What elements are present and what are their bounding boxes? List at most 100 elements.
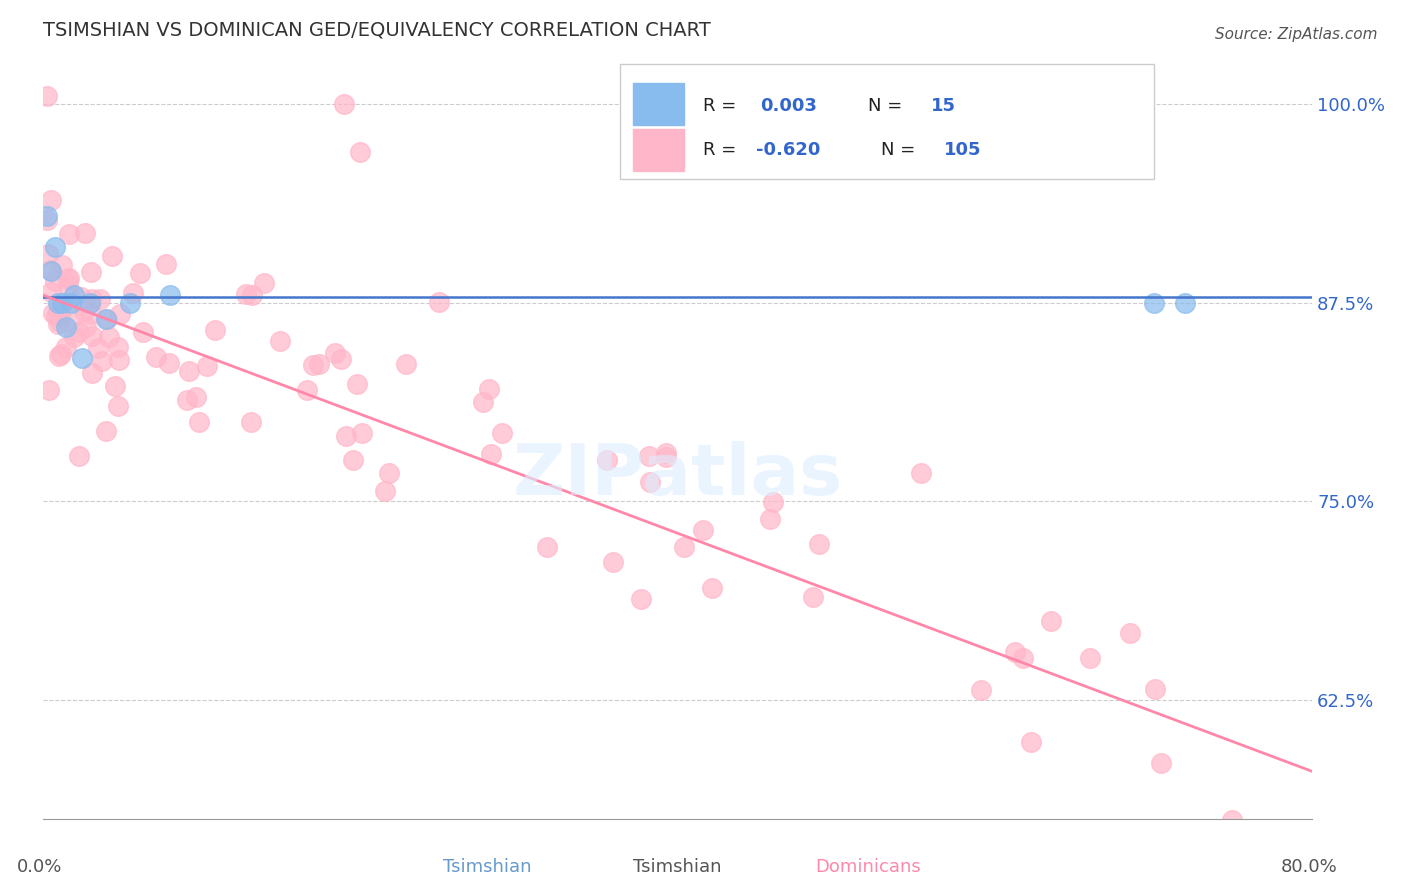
Point <box>330 351 353 366</box>
Point <box>94 311 117 326</box>
Point <box>762 495 785 509</box>
Point <box>49 347 72 361</box>
Point <box>378 467 401 481</box>
Point <box>374 484 396 499</box>
Text: 0.003: 0.003 <box>761 97 817 115</box>
Point <box>39 285 62 300</box>
Point <box>56 272 79 286</box>
Point <box>349 145 371 159</box>
Point <box>536 540 558 554</box>
Point <box>96 312 118 326</box>
Point <box>159 288 181 302</box>
Point <box>478 382 501 396</box>
Point <box>630 592 652 607</box>
Point <box>240 416 263 430</box>
Point <box>63 329 86 343</box>
Point <box>1142 296 1164 310</box>
Point <box>132 325 155 339</box>
Point <box>176 392 198 407</box>
Point <box>1119 625 1142 640</box>
Point <box>39 263 62 277</box>
Point <box>335 429 357 443</box>
Text: ZIPatlas: ZIPatlas <box>512 442 842 510</box>
Point <box>655 450 678 464</box>
Point <box>79 296 101 310</box>
Point <box>89 292 111 306</box>
Point <box>51 296 73 310</box>
Point <box>37 89 59 103</box>
Point <box>195 359 218 373</box>
Point <box>672 540 695 554</box>
Point <box>72 303 94 318</box>
Text: 15: 15 <box>931 97 956 115</box>
Point <box>60 296 83 310</box>
Point <box>186 390 208 404</box>
Point <box>128 266 150 280</box>
Point <box>37 213 59 227</box>
FancyBboxPatch shape <box>633 129 683 171</box>
Point <box>346 376 368 391</box>
Point <box>56 278 79 293</box>
Point <box>759 512 782 526</box>
Point <box>44 274 66 288</box>
Point <box>107 400 129 414</box>
Point <box>48 309 70 323</box>
Point <box>58 227 80 241</box>
Point <box>177 364 200 378</box>
Point <box>479 447 502 461</box>
Point <box>655 446 678 460</box>
Point <box>145 350 167 364</box>
Point <box>269 334 291 348</box>
Point <box>235 287 257 301</box>
Point <box>342 453 364 467</box>
Point <box>118 296 141 310</box>
Point <box>491 426 513 441</box>
Point <box>39 264 62 278</box>
Point <box>80 265 103 279</box>
Point <box>801 591 824 605</box>
Point <box>1019 735 1042 749</box>
Point <box>910 466 932 480</box>
Point <box>472 395 495 409</box>
Point <box>44 240 66 254</box>
Point <box>204 323 226 337</box>
Point <box>87 341 110 355</box>
Point <box>302 359 325 373</box>
Point <box>240 288 263 302</box>
Point <box>48 296 70 310</box>
Point <box>1012 650 1035 665</box>
Point <box>352 425 374 440</box>
Point <box>1144 681 1167 696</box>
Point <box>73 226 96 240</box>
Point <box>692 523 714 537</box>
Point <box>808 536 831 550</box>
Point <box>638 475 661 489</box>
Text: 0.0%: 0.0% <box>17 858 63 877</box>
Text: -0.620: -0.620 <box>756 141 821 159</box>
Text: Dominicans: Dominicans <box>815 858 921 877</box>
FancyBboxPatch shape <box>633 83 683 125</box>
Point <box>253 277 276 291</box>
Point <box>45 309 67 323</box>
Point <box>108 307 131 321</box>
Point <box>700 581 723 595</box>
Text: Tsimshian: Tsimshian <box>443 858 531 877</box>
Point <box>638 450 661 464</box>
Point <box>395 357 418 371</box>
Text: N =: N = <box>880 141 921 159</box>
Point <box>38 384 60 398</box>
Text: N =: N = <box>868 97 908 115</box>
Point <box>108 353 131 368</box>
Point <box>80 307 103 321</box>
Point <box>75 320 97 334</box>
Point <box>49 315 72 329</box>
Point <box>107 340 129 354</box>
Text: R =: R = <box>703 97 742 115</box>
Point <box>1078 651 1101 665</box>
Point <box>62 309 84 323</box>
Text: Tsimshian: Tsimshian <box>633 858 721 877</box>
Point <box>101 250 124 264</box>
Point <box>51 258 73 272</box>
Text: TSIMSHIAN VS DOMINICAN GED/EQUIVALENCY CORRELATION CHART: TSIMSHIAN VS DOMINICAN GED/EQUIVALENCY C… <box>42 21 710 40</box>
Point <box>37 209 59 223</box>
